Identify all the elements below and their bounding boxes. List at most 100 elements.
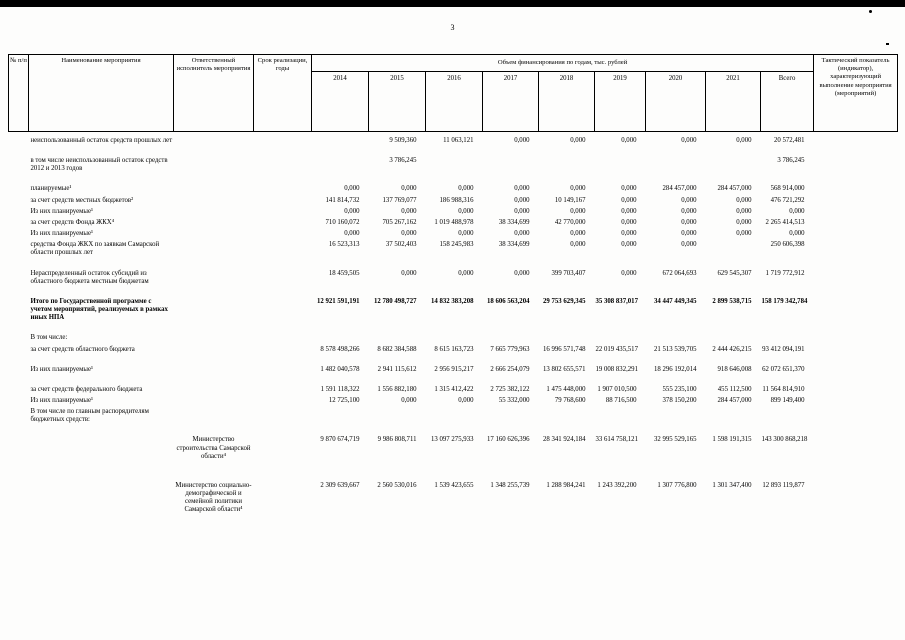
cell-executor [174,375,254,395]
cell-indicator [814,395,898,406]
cell-executor [174,406,254,425]
cell-value [706,406,761,425]
table-row: В том числе по главным распорядителям бю… [9,406,898,425]
cell-value: 476 721,292 [770,196,805,204]
cell-value: 629 545,307 [717,269,752,277]
table-row: Министерство социально-демографической и… [9,462,898,516]
table-row: за счет средств областного бюджета 8 578 … [9,344,898,355]
cell-value: 2 309 639,667 [320,481,360,489]
cell-value: 42 770,000 [554,218,586,226]
cell-value: 0,000 [570,185,586,193]
cell-value: 2 444 426,215 [712,345,752,353]
cell-value: 0,000 [736,207,752,215]
cell-value: 0,000 [458,207,474,215]
cell-value: 1 315 412,422 [434,385,474,393]
cell-indicator [814,344,898,355]
header-year-2014: 2014 [311,71,369,132]
cell-executor [174,323,254,343]
header-year-2018: 2018 [538,71,595,132]
header-year-2015: 2015 [368,71,426,132]
cell-name: Нераспределенный остаток субсидий из обл… [30,269,149,285]
cell-value: 19 008 832,291 [595,365,638,373]
cell-num [9,375,29,395]
cell-name: Из них планируемые¹ [30,396,94,404]
cell-num [9,132,29,147]
cell-value: 29 753 629,345 [543,297,586,305]
cell-value: 568 914,000 [770,185,805,193]
cell-term [254,239,312,258]
cell-value: 0,000 [401,396,417,404]
cell-value: 13 802 655,571 [543,365,586,373]
cell-value: 1 301 347,400 [712,481,752,489]
cell-executor [174,195,254,206]
cell-value [595,323,646,343]
cell-term [254,217,312,228]
table-row: неиспользованный остаток средств прошлых… [9,132,898,147]
cell-name: Итого по Государственной программе с уче… [30,297,168,322]
cell-value: 284 457,000 [717,396,752,404]
cell-value [426,323,483,343]
cell-value: 0,000 [514,185,530,193]
cell-value: 141 814,732 [325,196,360,204]
cell-executor [174,217,254,228]
cell-term [254,132,312,147]
cell-value: 0,000 [789,230,805,238]
cell-num [9,323,29,343]
cell-name: за счет средств местных бюджетов² [30,196,134,204]
cell-value [646,406,706,425]
table-row: за счет средств федерального бюджета 1 59… [9,375,898,395]
cell-value: 12 725,100 [328,396,360,404]
cell-value: 79 768,600 [554,396,586,404]
cell-value: 0,000 [514,137,530,144]
cell-name: В том числе по главным распорядителям бю… [30,408,149,424]
scan-speck [869,10,872,13]
cell-value: 455 112,500 [717,385,752,393]
cell-value: 38 334,699 [498,241,530,249]
cell-value: 0,000 [621,196,637,204]
cell-executor [174,174,254,194]
cell-value [595,406,646,425]
cell-value [646,323,706,343]
cell-value: 11 063,121 [443,137,474,144]
cell-executor [174,132,254,147]
table-row: Итого по Государственной программе с уче… [9,287,898,323]
cell-name [29,462,174,516]
table-row: за счет средств Фонда ЖКХ⁴ 710 160,072 705… [9,217,898,228]
cell-value: 21 513 539,705 [654,345,697,353]
cell-value: 0,000 [458,269,474,277]
cell-value: 1 348 255,739 [490,481,530,489]
cell-name: планируемые¹ [30,185,72,193]
cell-value: 0,000 [344,207,360,215]
cell-value: 2 725 382,122 [490,385,530,393]
cell-value: 16 996 571,748 [543,345,586,353]
cell-term [254,146,312,174]
cell-executor: Министерство строительства Самарской обл… [176,436,251,460]
cell-value: 8 682 384,588 [377,345,417,353]
cell-value: 0,000 [458,185,474,193]
cell-value: 1 539 423,655 [434,481,474,489]
cell-value: 0,000 [514,269,530,277]
cell-indicator [814,462,898,516]
cell-value [539,406,595,425]
cell-value: 1 556 882,180 [377,385,417,393]
table-row: Из них планируемые¹ 12 725,100 0,000 0,000 5… [9,395,898,406]
cell-value [312,132,369,147]
cell-indicator [814,146,898,174]
cell-value: 0,000 [401,269,417,277]
cell-value: 3 786,245 [777,157,805,165]
cell-value: 37 502,403 [385,241,417,249]
cell-value: 1 907 010,500 [597,385,637,393]
cell-value: 399 703,407 [551,269,586,277]
cell-value [539,146,595,174]
cell-value: 0,000 [514,207,530,215]
cell-num [9,344,29,355]
cell-value: 12 893 119,877 [762,481,805,489]
cell-value: 14 832 383,208 [431,297,474,305]
cell-indicator [814,239,898,258]
cell-value: 0,000 [681,218,697,226]
cell-value [426,146,483,174]
cell-value: 18 296 192,014 [654,365,697,373]
cell-num [9,228,29,239]
cell-name: средства Фонда ЖКХ по заявкам Самарской … [30,241,160,257]
cell-value: 1 591 118,322 [320,385,360,393]
